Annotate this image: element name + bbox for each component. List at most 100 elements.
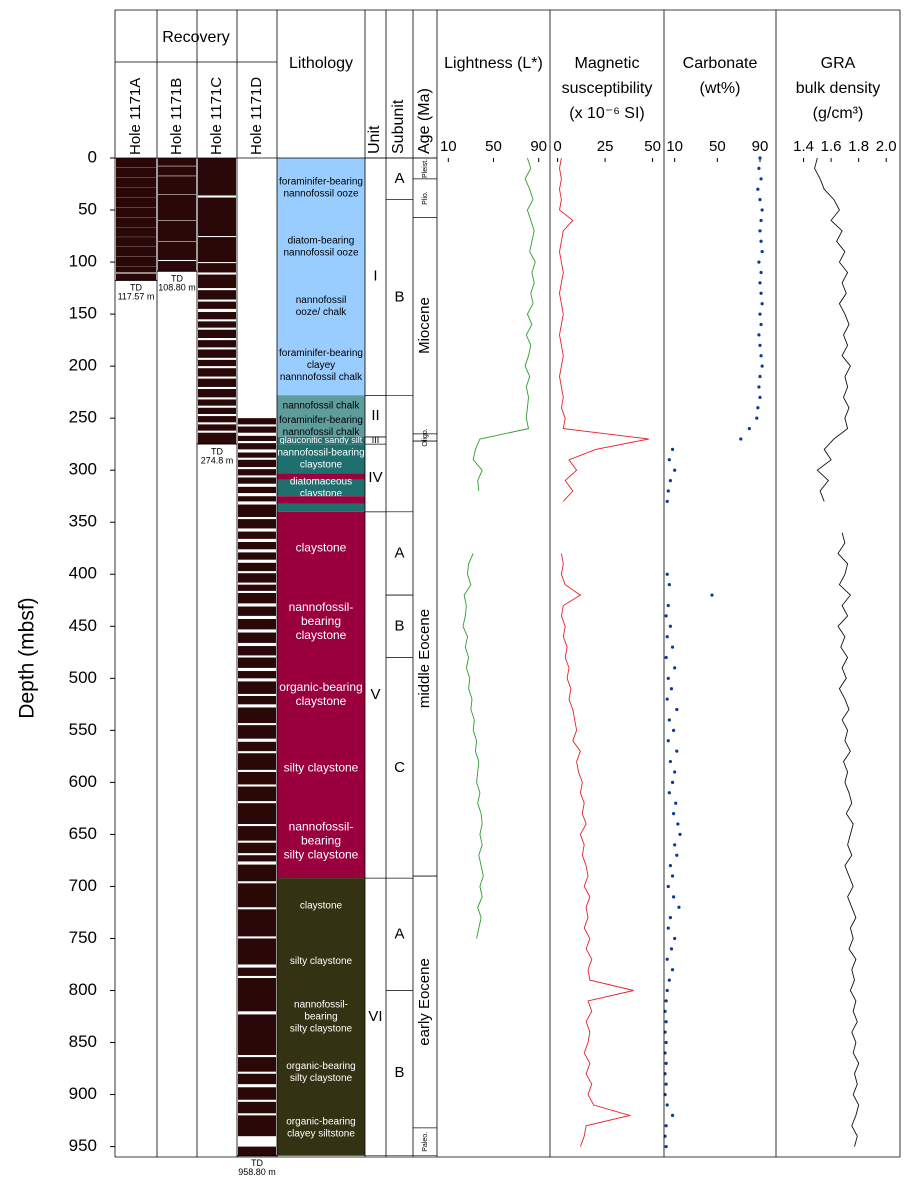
data-point <box>669 687 674 691</box>
subunits-label: A <box>394 544 404 561</box>
core <box>116 177 156 188</box>
core <box>238 418 276 425</box>
data-point <box>758 198 762 202</box>
core <box>238 681 276 694</box>
y-tick-label: 850 <box>69 1032 97 1051</box>
data-point <box>667 583 671 587</box>
lithology-label: glauconitic sandy silt <box>280 435 363 445</box>
data-point <box>672 811 676 816</box>
core <box>238 573 276 583</box>
lithology-label: nannofossil ooze <box>283 188 358 199</box>
data-point <box>755 416 759 420</box>
core <box>238 531 276 539</box>
data-point <box>747 426 751 431</box>
core <box>238 469 276 476</box>
data-point <box>670 968 675 972</box>
hole-name: Hole 1171D <box>248 77 265 155</box>
core <box>238 883 276 908</box>
core <box>238 978 276 1012</box>
core <box>116 246 156 257</box>
lithology-label: nannofossil chalk <box>283 427 361 438</box>
panel-title: Carbonate <box>683 55 758 72</box>
units-label: IV <box>368 469 382 486</box>
data-point <box>665 1103 669 1107</box>
panel-title: Lightness (L*) <box>444 55 543 72</box>
data-point <box>760 250 764 254</box>
core <box>198 340 236 348</box>
data-point <box>666 884 670 889</box>
y-tick-label: 400 <box>69 564 97 583</box>
lithology-label: nannofossil <box>296 295 347 306</box>
core <box>238 696 276 705</box>
core <box>238 1057 276 1072</box>
core <box>116 197 156 208</box>
core <box>238 967 276 976</box>
lithology-layer <box>277 511 365 879</box>
lithology-label: foraminifer-bearing <box>279 348 363 359</box>
data-point <box>758 343 762 347</box>
data-point <box>758 374 762 379</box>
td-depth: 274.8 m <box>201 455 234 465</box>
y-tick-label: 100 <box>69 252 97 271</box>
core <box>238 584 276 591</box>
lithology-label: claystone <box>296 541 347 555</box>
lithology-layer <box>277 436 365 445</box>
data-point <box>673 468 677 472</box>
data-point <box>673 843 677 847</box>
data-point <box>757 260 761 264</box>
data-point <box>666 603 670 608</box>
y-tick-label: 700 <box>69 876 97 895</box>
subunits-label: B <box>394 288 404 305</box>
data-point <box>667 458 671 462</box>
subunits-label: A <box>394 170 404 187</box>
core <box>238 771 276 785</box>
y-tick-label: 300 <box>69 460 97 479</box>
data-point <box>675 707 679 712</box>
lithology-label: ooze/ chalk <box>296 307 348 318</box>
y-tick-label: 50 <box>78 200 97 219</box>
data-point <box>664 614 668 618</box>
core <box>116 266 156 273</box>
data-point <box>668 759 673 764</box>
data-point <box>664 655 668 660</box>
core <box>238 1073 276 1085</box>
unit-title: Unit <box>366 125 383 154</box>
y-tick-label: 600 <box>69 772 97 791</box>
x-tick-label: 50 <box>709 138 726 155</box>
data-point <box>670 447 675 451</box>
core <box>238 786 276 802</box>
core <box>238 618 276 630</box>
core <box>238 855 276 862</box>
lithology-label: nannofossil- <box>289 600 354 614</box>
lithology-layer <box>277 503 365 512</box>
data-point <box>758 156 762 160</box>
lithology-label: bearing <box>301 834 341 848</box>
core <box>238 842 276 854</box>
data-point <box>667 718 671 722</box>
data-point <box>760 208 764 212</box>
td-depth: 117.57 m <box>118 292 155 302</box>
lithology-label: silty claystone <box>290 956 353 967</box>
data-point <box>667 978 671 982</box>
data-point <box>760 302 764 306</box>
lithology-layer <box>277 496 365 504</box>
lithology-label: clayey siltstone <box>287 1129 355 1140</box>
data-point <box>756 187 760 191</box>
data-point <box>668 864 673 868</box>
data-point <box>759 291 763 295</box>
y-tick-label: 450 <box>69 616 97 635</box>
data-point <box>665 697 669 701</box>
data-point <box>666 926 670 930</box>
core <box>198 158 236 196</box>
core <box>238 938 276 965</box>
lithology-label: nannofossil- <box>294 1000 348 1011</box>
core <box>238 864 276 882</box>
data-point <box>670 645 675 649</box>
data-point <box>758 395 762 399</box>
core <box>238 606 276 616</box>
core <box>116 227 156 237</box>
core <box>238 1146 276 1156</box>
core <box>116 256 156 267</box>
data-point <box>757 385 761 389</box>
data-point <box>759 239 763 243</box>
